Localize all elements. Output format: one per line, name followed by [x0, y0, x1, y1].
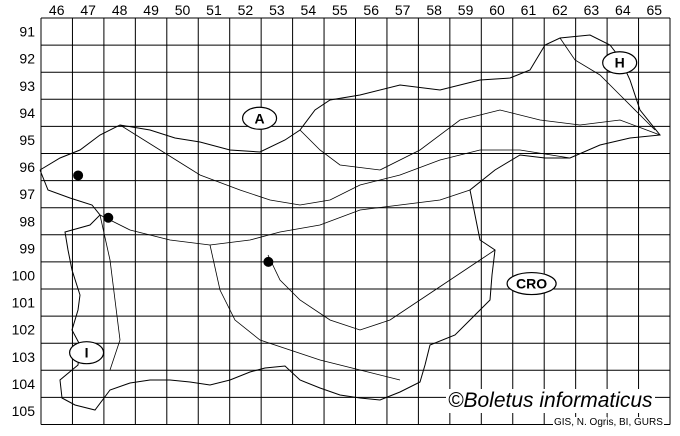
occurrence-markers	[73, 170, 274, 267]
row-label: 92	[19, 51, 35, 67]
data-source: GIS, N. Ogris, BI, GURS	[553, 417, 664, 428]
column-label: 47	[80, 2, 96, 18]
column-label: 53	[269, 2, 285, 18]
river	[267, 249, 496, 331]
occurrence-dot	[73, 170, 84, 181]
row-label: 97	[19, 186, 35, 202]
column-label: 55	[332, 2, 348, 18]
row-label: 93	[19, 78, 35, 94]
column-label: 59	[458, 2, 474, 18]
grid	[40, 17, 671, 425]
column-label: 48	[112, 2, 128, 18]
country-label: A	[255, 110, 265, 126]
river	[299, 109, 661, 171]
column-label: 50	[175, 2, 191, 18]
river	[119, 124, 571, 206]
column-label: 58	[426, 2, 442, 18]
column-label: 63	[584, 2, 600, 18]
country-border	[39, 34, 661, 411]
column-label: 54	[301, 2, 317, 18]
river	[209, 244, 401, 381]
country-label-badge	[602, 51, 638, 75]
row-label: 95	[19, 132, 35, 148]
country-label-badge	[506, 271, 557, 296]
row-label: 96	[19, 159, 35, 175]
column-label: 61	[521, 2, 537, 18]
country-label: I	[85, 345, 89, 361]
row-label: 102	[12, 322, 36, 338]
river	[99, 189, 471, 246]
column-label: 62	[552, 2, 568, 18]
country-label-badge	[241, 106, 278, 130]
copyright-credit: ©Boletus informaticus	[446, 389, 655, 413]
river	[559, 37, 656, 131]
river	[99, 214, 121, 371]
column-label: 52	[238, 2, 254, 18]
country-label: H	[615, 55, 625, 71]
country-label-badge	[69, 341, 105, 365]
country-labels: A H CRO I	[69, 51, 638, 365]
row-label: 101	[12, 295, 36, 311]
row-label: 99	[19, 240, 35, 256]
row-label: 105	[12, 403, 36, 419]
grid-labels: 46 47 48 49 50 51 52 53 54 55 56 57 58 59 60 61 62 63 64 65…	[12, 2, 663, 419]
column-label: 56	[363, 2, 379, 18]
row-label: 91	[19, 24, 35, 40]
row-label: 94	[19, 105, 35, 121]
column-label: 64	[615, 2, 631, 18]
column-label: 51	[206, 2, 222, 18]
row-label: 98	[19, 213, 35, 229]
country-label: CRO	[516, 276, 547, 292]
border-line	[39, 34, 661, 411]
column-label: 49	[143, 2, 159, 18]
column-label: 65	[646, 2, 662, 18]
row-label: 103	[12, 349, 36, 365]
occurrence-dot	[103, 212, 114, 223]
column-label: 46	[49, 2, 65, 18]
column-label: 57	[395, 2, 411, 18]
occurrence-dot	[263, 256, 274, 267]
column-label: 60	[489, 2, 505, 18]
row-label: 104	[12, 376, 36, 392]
row-label: 100	[12, 267, 36, 283]
